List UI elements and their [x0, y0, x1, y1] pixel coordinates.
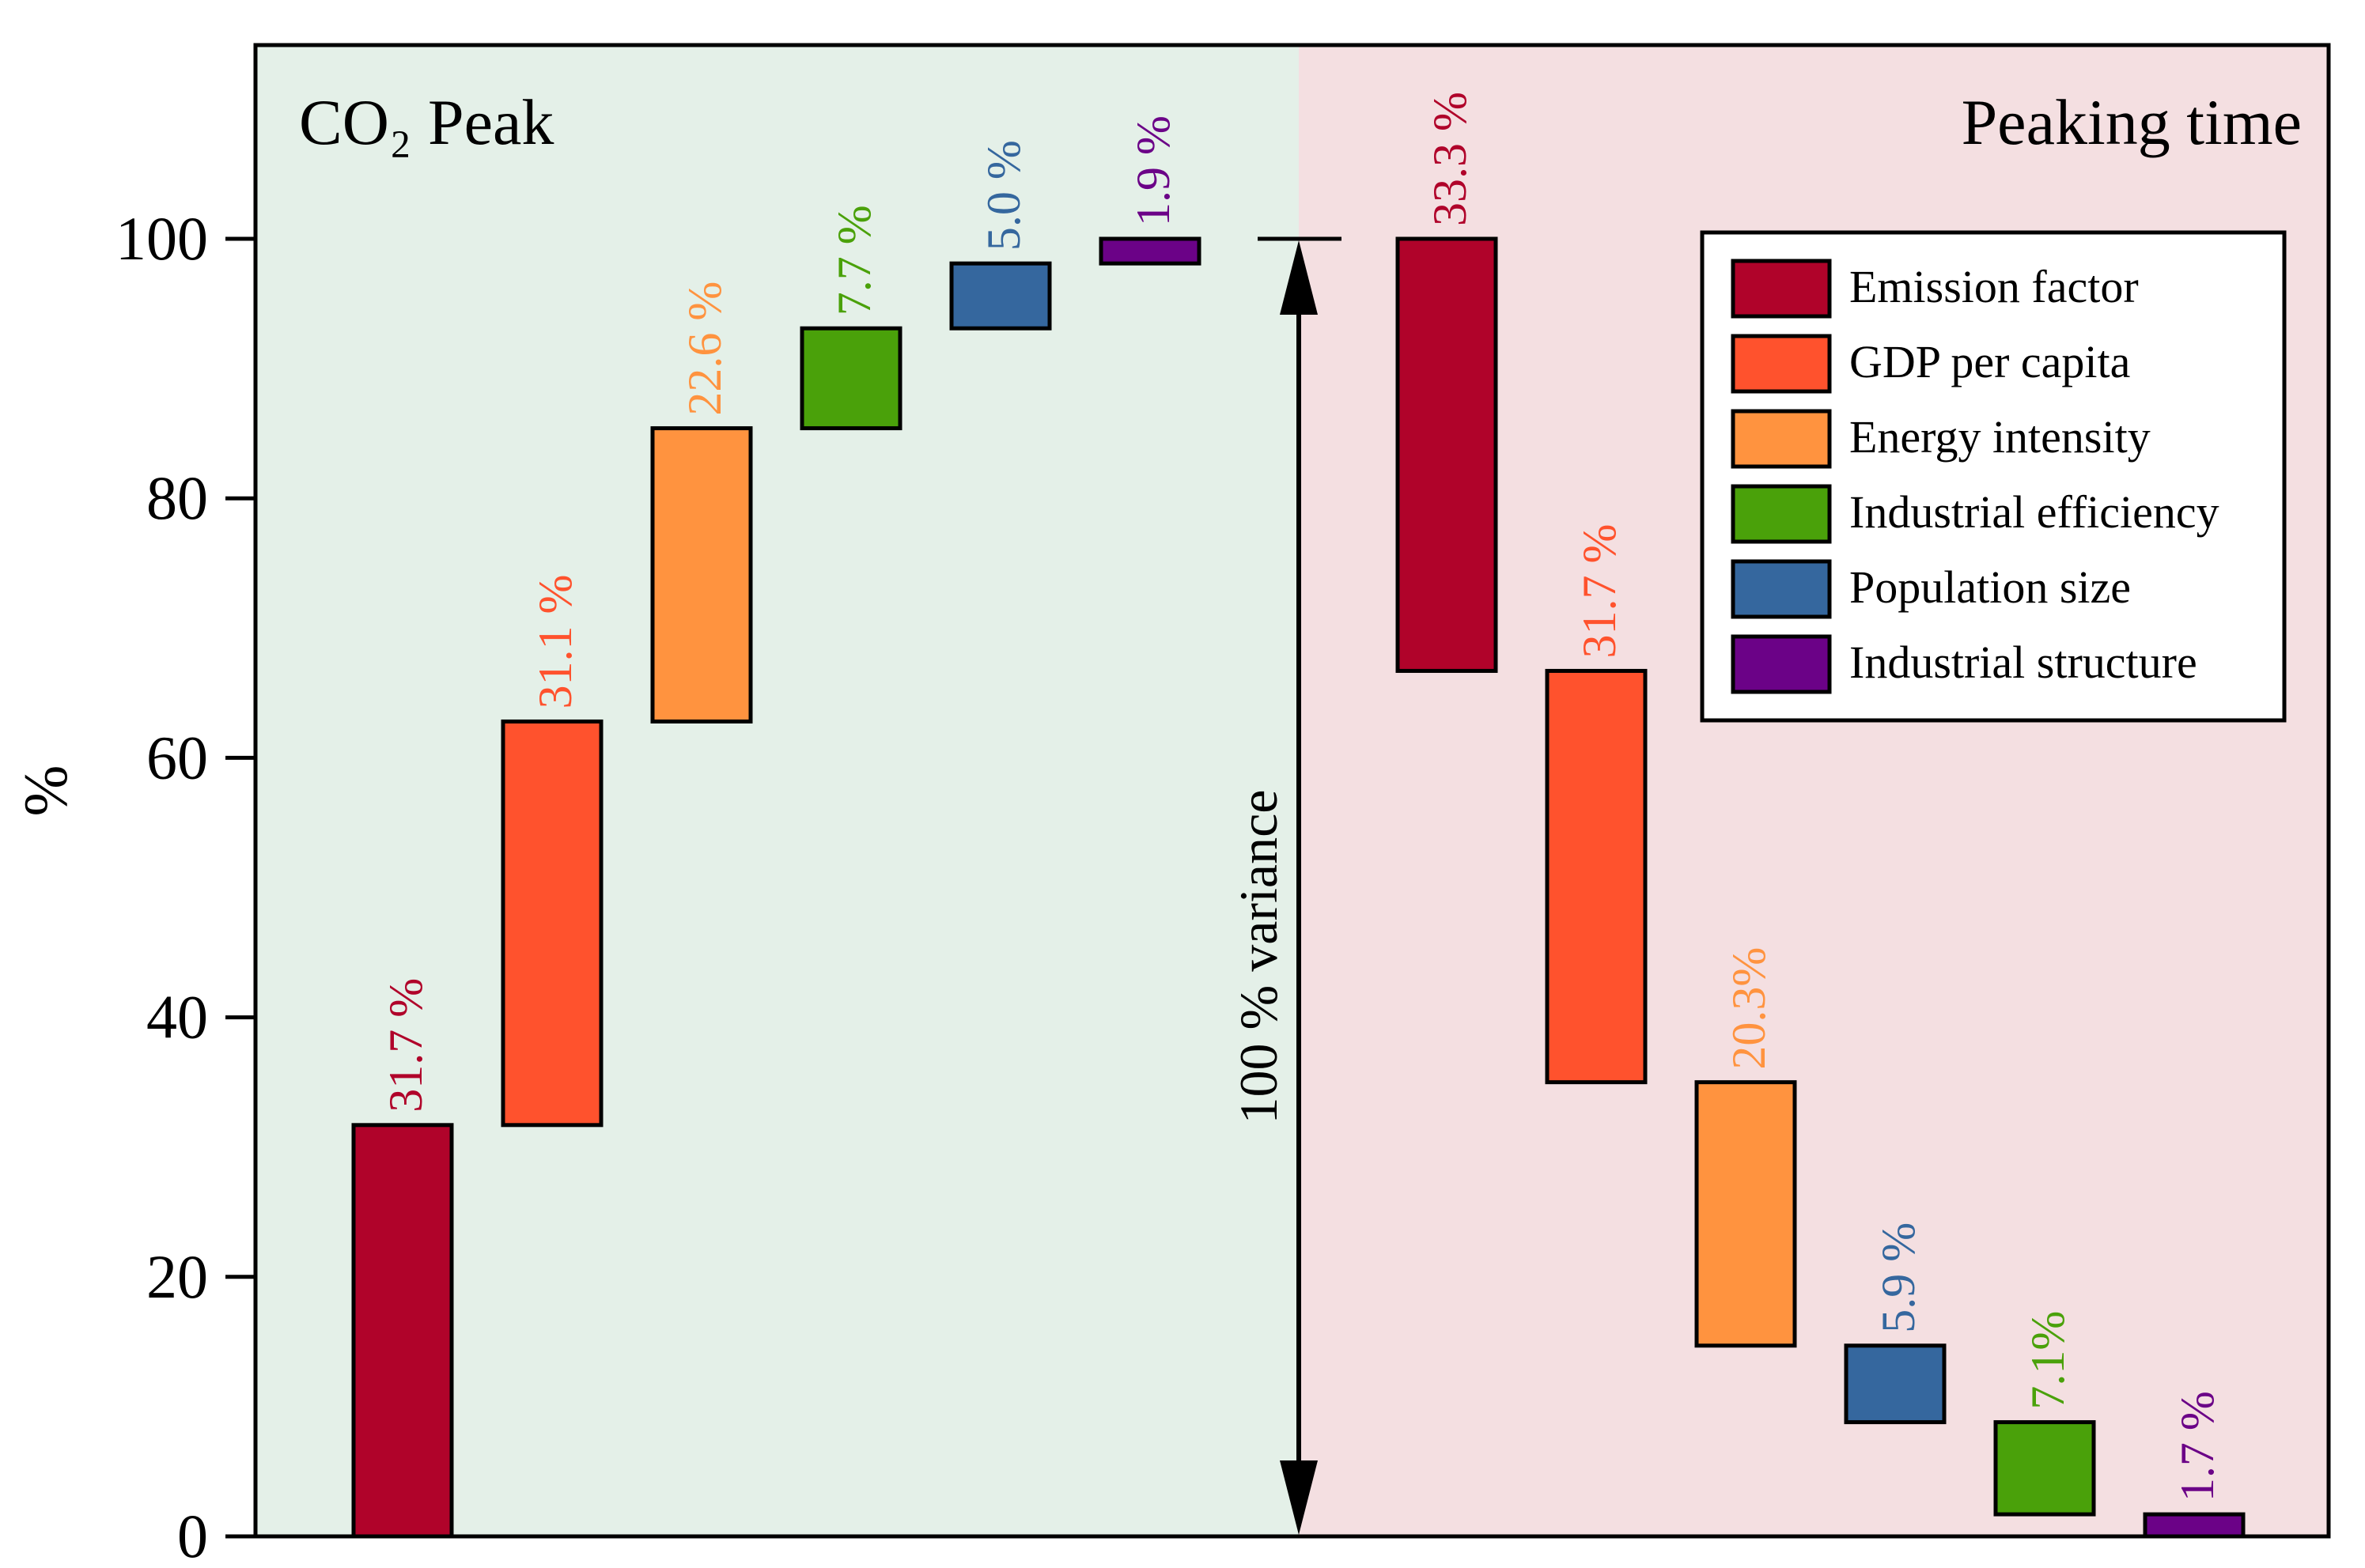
co2-peak-data-label-energy-intensity: 22.6 %: [679, 281, 731, 416]
co2-peak-bars: 31.7 % 31.1 % 22.6 % 7.7 % 5.0 % 1.9 %: [351, 115, 1201, 1539]
peaking-time-bars: 33.3 % 31.7 % 20.3% 5.9 % 7.1% 1.7 %: [1395, 92, 2246, 1539]
legend-swatch-energy-intensity: [1731, 409, 1832, 469]
peaking-time-bar-emission-factor: [1395, 236, 1498, 673]
co2-peak-data-label-population-size: 5.0 %: [978, 140, 1030, 251]
variance-annotation: 100 % variance: [1228, 236, 1341, 1535]
y-tick-label-80: 80: [146, 463, 208, 532]
peaking-time-bar-population-size: [1844, 1343, 1947, 1425]
co2-peak-panel-title: CO₂ Peak: [299, 86, 554, 158]
legend-label-gdp-per-capita: GDP per capita: [1849, 336, 2130, 387]
legend-label-energy-intensity: Energy intensity: [1849, 411, 2151, 463]
peaking-time-data-label-industrial-structure: 1.7 %: [2171, 1391, 2223, 1502]
co2-peak-data-label-industrial-efficiency: 7.7 %: [828, 205, 880, 315]
legend-swatch-population-size: [1731, 559, 1832, 619]
y-tick-label-60: 60: [146, 723, 208, 792]
legend: Emission factor GDP per capita Energy inte…: [1700, 230, 2287, 723]
y-tick-label-20: 20: [146, 1242, 208, 1311]
y-axis: 0 20 40 60 80 100: [115, 204, 255, 1568]
peaking-time-data-label-industrial-efficiency: 7.1%: [2022, 1311, 2074, 1410]
legend-label-population-size: Population size: [1849, 561, 2131, 613]
legend-swatch-emission-factor: [1731, 259, 1832, 319]
legend-label-industrial-structure: Industrial structure: [1849, 637, 2197, 688]
co2-peak-data-label-industrial-structure: 1.9 %: [1127, 115, 1179, 226]
y-tick-label-100: 100: [115, 204, 208, 273]
peaking-time-bar-gdp-per-capita: [1545, 668, 1648, 1085]
y-tick-label-40: 40: [146, 983, 208, 1052]
peaking-time-bar-industrial-efficiency: [1993, 1420, 2096, 1517]
peaking-time-panel-title: Peaking time: [1962, 86, 2302, 158]
co2-peak-bar-population-size: [949, 261, 1052, 331]
co2-peak-data-label-emission-factor: 31.7 %: [380, 978, 432, 1113]
peaking-time-data-label-emission-factor: 33.3 %: [1424, 92, 1476, 226]
variance-label: 100 % variance: [1228, 790, 1288, 1124]
co2-peak-bar-gdp-per-capita: [501, 719, 604, 1128]
co2-peak-bar-industrial-structure: [1099, 236, 1201, 266]
y-tick-label-0: 0: [177, 1502, 208, 1568]
plot-frame: [253, 43, 2331, 1539]
peaking-time-data-label-gdp-per-capita: 31.7 %: [1573, 523, 1625, 658]
variance-arrow-down-icon: [1280, 1460, 1318, 1535]
co2-peak-bar-energy-intensity: [650, 426, 753, 724]
co2-peak-bar-industrial-efficiency: [800, 326, 902, 431]
legend-label-industrial-efficiency: Industrial efficiency: [1849, 486, 2219, 538]
peaking-time-data-label-energy-intensity: 20.3%: [1723, 947, 1775, 1070]
co2-peak-bar-emission-factor: [351, 1123, 454, 1539]
legend-label-emission-factor: Emission factor: [1849, 261, 2139, 312]
peaking-time-bar-energy-intensity: [1694, 1080, 1797, 1348]
variance-arrow-up-icon: [1280, 240, 1318, 315]
co2-peak-data-label-gdp-per-capita: 31.1 %: [529, 574, 581, 708]
peaking-time-bar-industrial-structure: [2143, 1512, 2246, 1539]
legend-swatch-industrial-efficiency: [1731, 484, 1832, 544]
peaking-time-data-label-population-size: 5.9 %: [1872, 1222, 1924, 1333]
legend-swatch-gdp-per-capita: [1731, 334, 1832, 394]
y-axis-label: %: [11, 765, 80, 817]
legend-swatch-industrial-structure: [1731, 634, 1832, 694]
